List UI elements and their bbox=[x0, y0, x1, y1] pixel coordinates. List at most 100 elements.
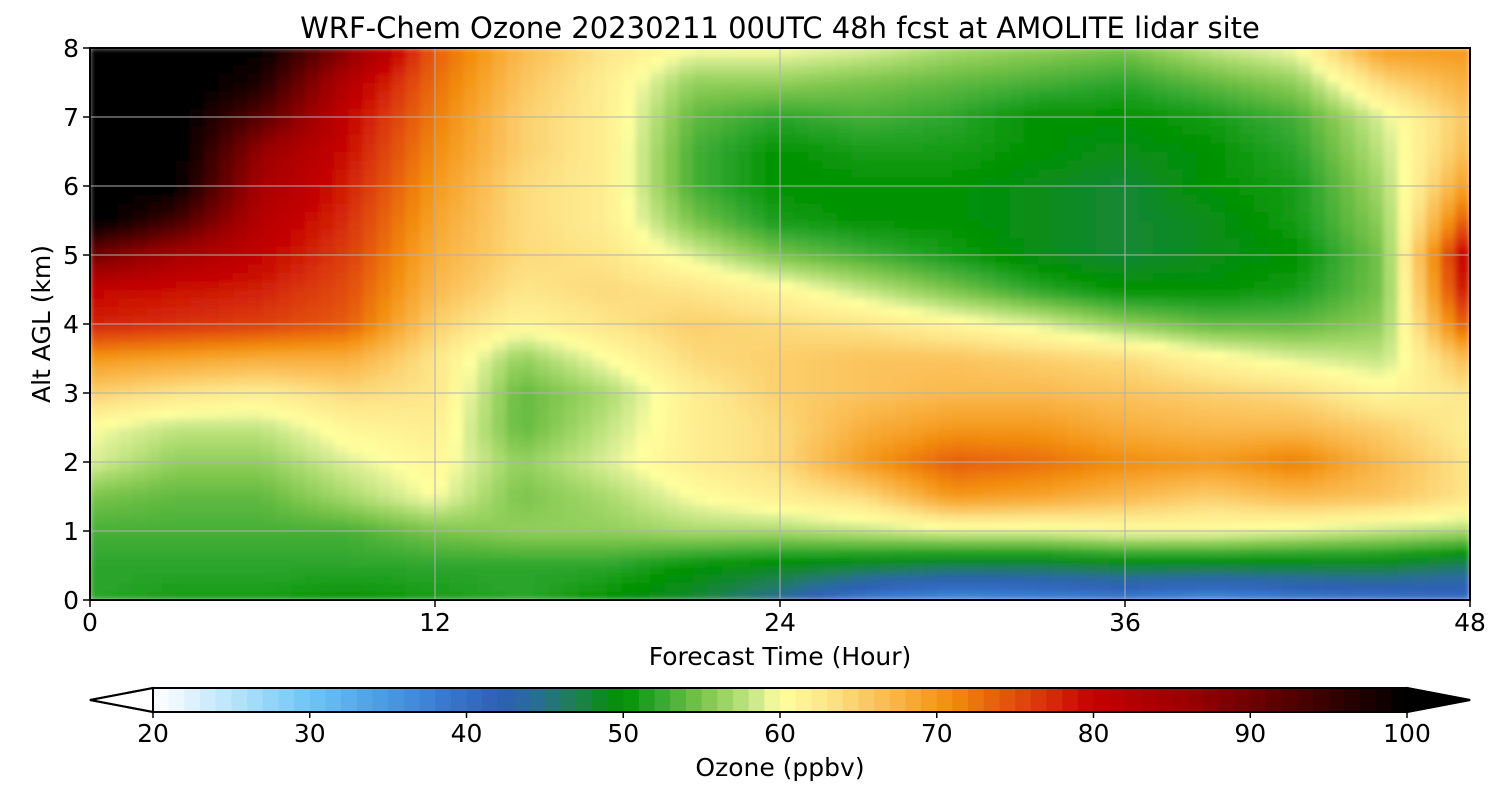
heatmap-cell bbox=[463, 185, 479, 196]
heatmap-cell bbox=[448, 176, 465, 187]
heatmap-cell bbox=[1354, 159, 1370, 170]
heatmap-cell bbox=[448, 202, 465, 213]
heatmap-cell bbox=[1095, 418, 1112, 428]
heatmap-cell bbox=[520, 271, 537, 282]
heatmap-cell bbox=[420, 470, 436, 480]
heatmap-cell bbox=[650, 314, 666, 325]
heatmap-cell bbox=[1297, 547, 1313, 558]
heatmap-cell bbox=[563, 263, 580, 273]
heatmap-cell bbox=[1038, 444, 1054, 454]
heatmap-cell bbox=[793, 228, 810, 239]
heatmap-cell bbox=[175, 245, 192, 256]
heatmap-cell bbox=[520, 530, 537, 541]
heatmap-cell bbox=[1153, 565, 1169, 575]
heatmap-cell bbox=[290, 271, 307, 282]
heatmap-cell bbox=[1095, 340, 1112, 351]
heatmap-cell bbox=[865, 590, 882, 600]
heatmap-cell bbox=[333, 211, 350, 221]
heatmap-cell bbox=[348, 375, 364, 385]
heatmap-cell bbox=[1023, 496, 1040, 506]
heatmap-cell bbox=[607, 263, 623, 273]
heatmap-cell bbox=[362, 323, 378, 334]
heatmap-cell bbox=[822, 539, 838, 549]
heatmap-cell bbox=[362, 306, 378, 316]
heatmap-cell bbox=[1354, 151, 1370, 161]
heatmap-cell bbox=[880, 444, 896, 454]
heatmap-cell bbox=[1239, 530, 1255, 541]
heatmap-cell bbox=[377, 332, 393, 342]
heatmap-cell bbox=[218, 521, 235, 532]
heatmap-cell bbox=[190, 366, 206, 377]
heatmap-cell bbox=[1239, 366, 1255, 377]
heatmap-cell bbox=[822, 306, 838, 316]
heatmap-cell bbox=[1268, 418, 1284, 428]
heatmap-cell bbox=[1138, 521, 1155, 532]
heatmap-cell bbox=[276, 151, 292, 161]
heatmap-cell bbox=[477, 151, 493, 161]
heatmap-cell bbox=[1009, 530, 1025, 541]
heatmap-cell bbox=[837, 427, 853, 437]
heatmap-cell bbox=[535, 470, 551, 480]
heatmap-cell bbox=[1052, 573, 1068, 584]
heatmap-cell bbox=[995, 401, 1011, 411]
heatmap-cell bbox=[1311, 314, 1327, 325]
heatmap-cell bbox=[1023, 435, 1040, 446]
heatmap-cell bbox=[1196, 487, 1212, 497]
heatmap-cell bbox=[290, 470, 307, 480]
heatmap-cell bbox=[1455, 418, 1470, 428]
heatmap-cell bbox=[290, 409, 307, 420]
heatmap-cell bbox=[707, 297, 723, 308]
heatmap-cell bbox=[1253, 289, 1270, 299]
heatmap-cell bbox=[1282, 185, 1298, 196]
heatmap-cell bbox=[736, 452, 752, 463]
heatmap-cell bbox=[434, 271, 450, 282]
heatmap-cell bbox=[362, 590, 378, 600]
heatmap-cell bbox=[592, 590, 608, 600]
heatmap-cell bbox=[391, 401, 407, 411]
heatmap-cell bbox=[1167, 539, 1183, 549]
heatmap-cell bbox=[563, 358, 580, 368]
heatmap-cell bbox=[650, 254, 666, 265]
heatmap-cell bbox=[1225, 401, 1241, 411]
heatmap-cell bbox=[319, 496, 335, 506]
heatmap-cell bbox=[520, 418, 537, 428]
heatmap-cell bbox=[434, 470, 450, 480]
heatmap-cell bbox=[1455, 254, 1470, 265]
heatmap-cell bbox=[693, 530, 709, 541]
heatmap-cell bbox=[1138, 237, 1155, 247]
heatmap-cell bbox=[750, 582, 767, 592]
heatmap-cell bbox=[1325, 271, 1342, 282]
heatmap-cell bbox=[693, 323, 709, 334]
heatmap-cell bbox=[779, 220, 795, 230]
heatmap-cell bbox=[563, 573, 580, 584]
heatmap-cell bbox=[678, 590, 695, 600]
heatmap-cell bbox=[420, 383, 436, 394]
heatmap-cell bbox=[319, 245, 335, 256]
heatmap-cell bbox=[1052, 185, 1068, 196]
heatmap-cell bbox=[233, 418, 249, 428]
heatmap-cell bbox=[520, 220, 537, 230]
heatmap-cell bbox=[1153, 496, 1169, 506]
heatmap-cell bbox=[175, 332, 192, 342]
heatmap-cell bbox=[247, 159, 263, 170]
heatmap-cell bbox=[492, 323, 508, 334]
heatmap-cell bbox=[1354, 237, 1370, 247]
heatmap-cell bbox=[808, 504, 824, 515]
heatmap-cell bbox=[592, 487, 608, 497]
heatmap-cell bbox=[894, 504, 910, 515]
heatmap-cell bbox=[1297, 185, 1313, 196]
heatmap-cell bbox=[822, 547, 838, 558]
heatmap-cell bbox=[952, 461, 968, 472]
heatmap-cell bbox=[175, 487, 192, 497]
heatmap-cell bbox=[1397, 202, 1413, 213]
heatmap-cell bbox=[650, 176, 666, 187]
heatmap-cell bbox=[650, 263, 666, 273]
heatmap-cell bbox=[1052, 435, 1068, 446]
heatmap-cell bbox=[995, 176, 1011, 187]
heatmap-cell bbox=[1067, 245, 1083, 256]
heatmap-cell bbox=[563, 237, 580, 247]
heatmap-cell bbox=[1282, 582, 1298, 592]
heatmap-cell bbox=[477, 418, 493, 428]
heatmap-cell bbox=[1067, 228, 1083, 239]
heatmap-cell bbox=[707, 461, 723, 472]
